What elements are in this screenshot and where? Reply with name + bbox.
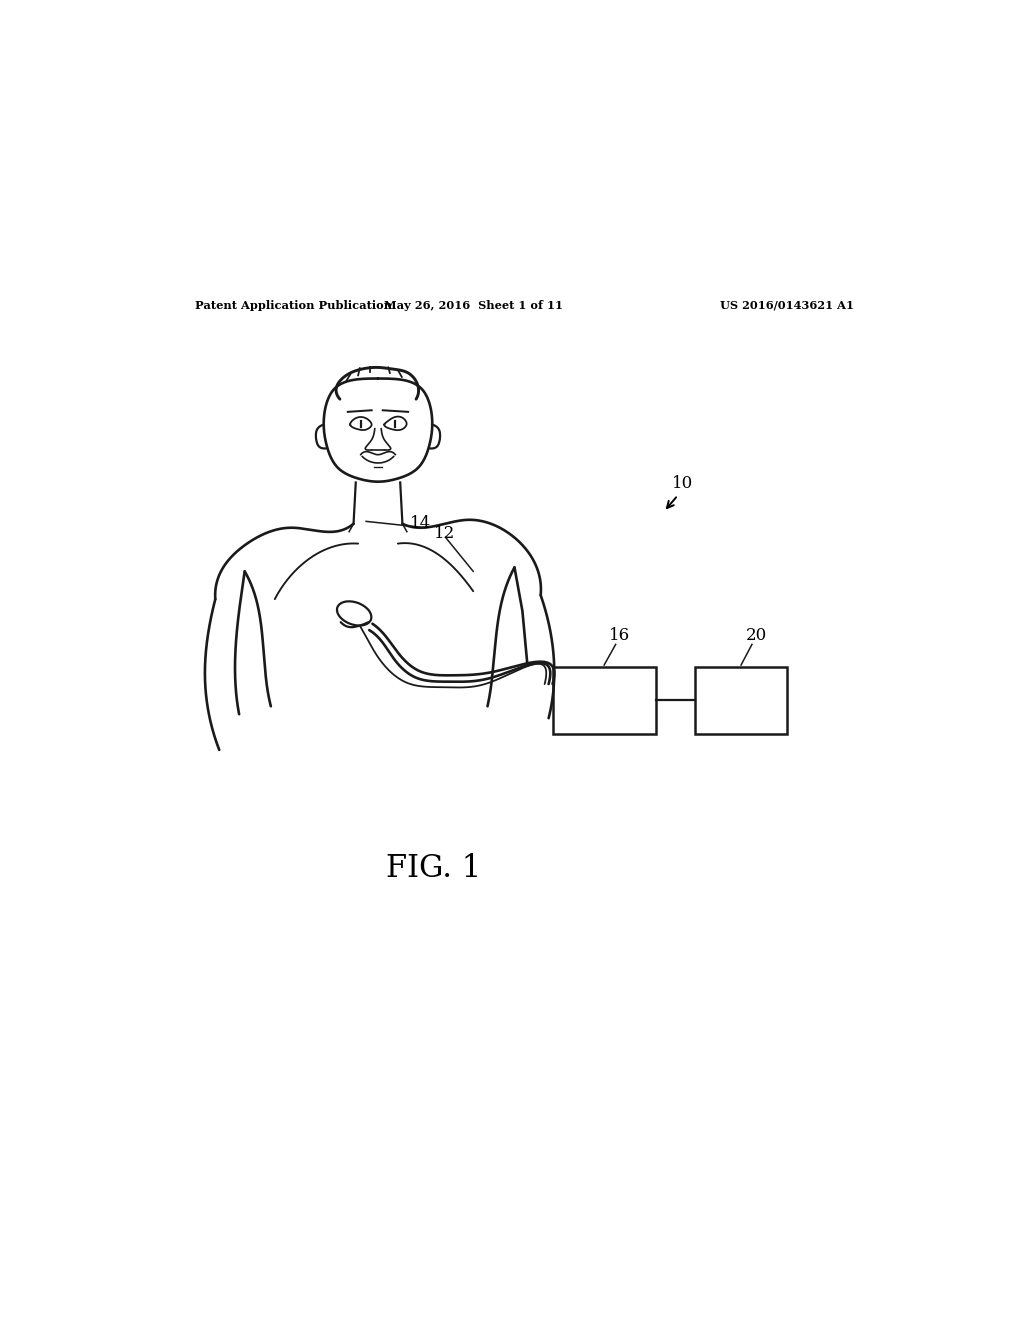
Text: 20: 20 xyxy=(745,627,767,644)
Text: May 26, 2016  Sheet 1 of 11: May 26, 2016 Sheet 1 of 11 xyxy=(384,300,563,312)
Text: Patent Application Publication: Patent Application Publication xyxy=(196,300,392,312)
Text: 10: 10 xyxy=(672,475,693,492)
Text: 16: 16 xyxy=(609,627,631,644)
Text: 14: 14 xyxy=(410,515,431,532)
Bar xyxy=(553,667,655,734)
Text: US 2016/0143621 A1: US 2016/0143621 A1 xyxy=(720,300,854,312)
Text: 12: 12 xyxy=(433,525,455,541)
Text: FIG. 1: FIG. 1 xyxy=(386,854,481,884)
Bar xyxy=(695,667,786,734)
